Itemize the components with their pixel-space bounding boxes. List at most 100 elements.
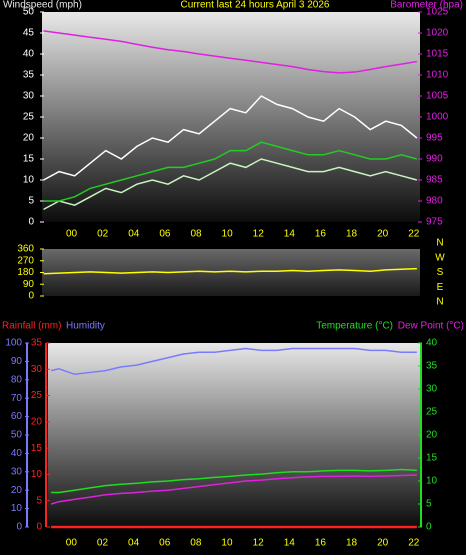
x-tick-label: 16 xyxy=(315,538,327,549)
y2-tick-label: 1005 xyxy=(426,91,449,102)
y-tick-label: 25 xyxy=(23,112,35,123)
y2-tick-label: 995 xyxy=(426,133,443,144)
x-tick-label: 06 xyxy=(159,538,171,549)
series-line xyxy=(43,141,418,202)
y3-tick-label: 0 xyxy=(16,522,22,533)
y2-tick-label: 20 xyxy=(426,430,438,441)
y3-tick-label: 20 xyxy=(11,485,23,496)
y-tick-label: 5 xyxy=(36,495,42,506)
y-tick-label: 15 xyxy=(31,443,43,454)
y2-tick-label: 25 xyxy=(426,407,438,418)
x-tick-label: 22 xyxy=(408,538,420,549)
x-tick-label: 18 xyxy=(346,229,358,240)
legend-entry: Dew Point (°C) xyxy=(398,321,464,332)
y3-tick-label: 100 xyxy=(5,338,22,349)
y-tick-label: 35 xyxy=(31,338,43,349)
series-line xyxy=(50,347,417,376)
y-tick-label: 40 xyxy=(23,49,35,60)
x-tick-label: 22 xyxy=(408,229,420,240)
y2-tick-label: 30 xyxy=(426,384,438,395)
x-tick-label: 02 xyxy=(97,229,109,240)
y2-tick-label: 0 xyxy=(426,522,432,533)
y2-tick-label: 1000 xyxy=(426,112,449,123)
y-tick-label: 0 xyxy=(36,522,42,533)
chart-title: Current last 24 hours April 3 2026 xyxy=(181,0,330,11)
y-tick-label: 20 xyxy=(31,416,43,427)
y2-tick-label: 35 xyxy=(426,361,438,372)
y2-tick-label: 40 xyxy=(426,338,438,349)
series-line xyxy=(51,468,417,494)
y-tick-label: 270 xyxy=(17,255,34,266)
direction-label: E xyxy=(437,282,444,293)
x-tick-label: 12 xyxy=(253,229,265,240)
direction-label: N xyxy=(436,238,443,249)
series-line xyxy=(43,158,418,211)
x-tick-label: 14 xyxy=(284,229,296,240)
x-tick-label: 08 xyxy=(190,229,202,240)
x-tick-label: 00 xyxy=(66,229,78,240)
y-tick-label: 25 xyxy=(31,390,43,401)
y3-tick-label: 50 xyxy=(11,430,23,441)
x-tick-label: 04 xyxy=(128,229,140,240)
y-tick-label: 0 xyxy=(28,217,34,228)
direction-label: W xyxy=(435,252,445,263)
x-tick-label: 18 xyxy=(346,538,358,549)
y2-axis-title: Barometer (hpa) xyxy=(390,0,463,11)
x-tick-label: 02 xyxy=(97,538,109,549)
y2-tick-label: 990 xyxy=(426,154,443,165)
y-tick-label: 10 xyxy=(23,175,35,186)
direction-label: S xyxy=(437,267,444,278)
y2-tick-label: 1025 xyxy=(426,7,449,18)
y2-tick-label: 1020 xyxy=(426,28,449,39)
direction-label: N xyxy=(436,297,443,308)
x-tick-label: 20 xyxy=(377,538,389,549)
y3-tick-label: 40 xyxy=(11,448,23,459)
y-tick-label: 50 xyxy=(23,7,35,18)
y-tick-label: 360 xyxy=(17,244,34,255)
x-tick-label: 00 xyxy=(66,538,78,549)
series-line xyxy=(43,30,418,74)
y2-tick-label: 1015 xyxy=(426,49,449,60)
x-tick-label: 12 xyxy=(253,538,265,549)
y-tick-label: 90 xyxy=(23,279,35,290)
y-tick-label: 35 xyxy=(23,70,35,81)
y2-tick-label: 980 xyxy=(426,196,443,207)
x-tick-label: 08 xyxy=(190,538,202,549)
plot-area xyxy=(48,343,420,527)
x-tick-label: 10 xyxy=(222,229,234,240)
y-tick-label: 15 xyxy=(23,154,35,165)
y-tick-label: 30 xyxy=(31,364,43,375)
series-line xyxy=(43,267,417,275)
y2-tick-label: 10 xyxy=(426,476,438,487)
y-axis-title: Windspeed (mph) xyxy=(3,0,82,11)
y3-tick-label: 60 xyxy=(11,411,23,422)
series-line xyxy=(50,474,417,505)
y-tick-label: 180 xyxy=(17,267,34,278)
x-tick-label: 04 xyxy=(128,538,140,549)
y3-tick-label: 70 xyxy=(11,393,23,404)
y-tick-label: 45 xyxy=(23,28,35,39)
y2-tick-label: 5 xyxy=(426,499,432,510)
x-tick-label: 06 xyxy=(159,229,171,240)
y2-tick-label: 1010 xyxy=(426,70,449,81)
y-tick-label: 10 xyxy=(31,469,43,480)
y-tick-label: 0 xyxy=(28,291,34,302)
x-tick-label: 14 xyxy=(284,538,296,549)
legend-entry: Temperature (°C) xyxy=(316,321,393,332)
y3-tick-label: 10 xyxy=(11,503,23,514)
x-tick-label: 20 xyxy=(377,229,389,240)
y3-tick-label: 30 xyxy=(11,466,23,477)
y3-tick-label: 90 xyxy=(11,356,23,367)
legend-entry: Humidity xyxy=(66,321,105,332)
y2-tick-label: 975 xyxy=(426,217,443,228)
legend-entry: Rainfall (mm) xyxy=(2,321,61,332)
x-tick-label: 10 xyxy=(221,538,233,549)
series-line xyxy=(43,95,418,181)
y-tick-label: 20 xyxy=(23,133,35,144)
y2-tick-label: 985 xyxy=(426,175,443,186)
x-tick-label: 16 xyxy=(315,229,327,240)
y-tick-label: 5 xyxy=(28,196,34,207)
y2-tick-label: 15 xyxy=(426,453,438,464)
